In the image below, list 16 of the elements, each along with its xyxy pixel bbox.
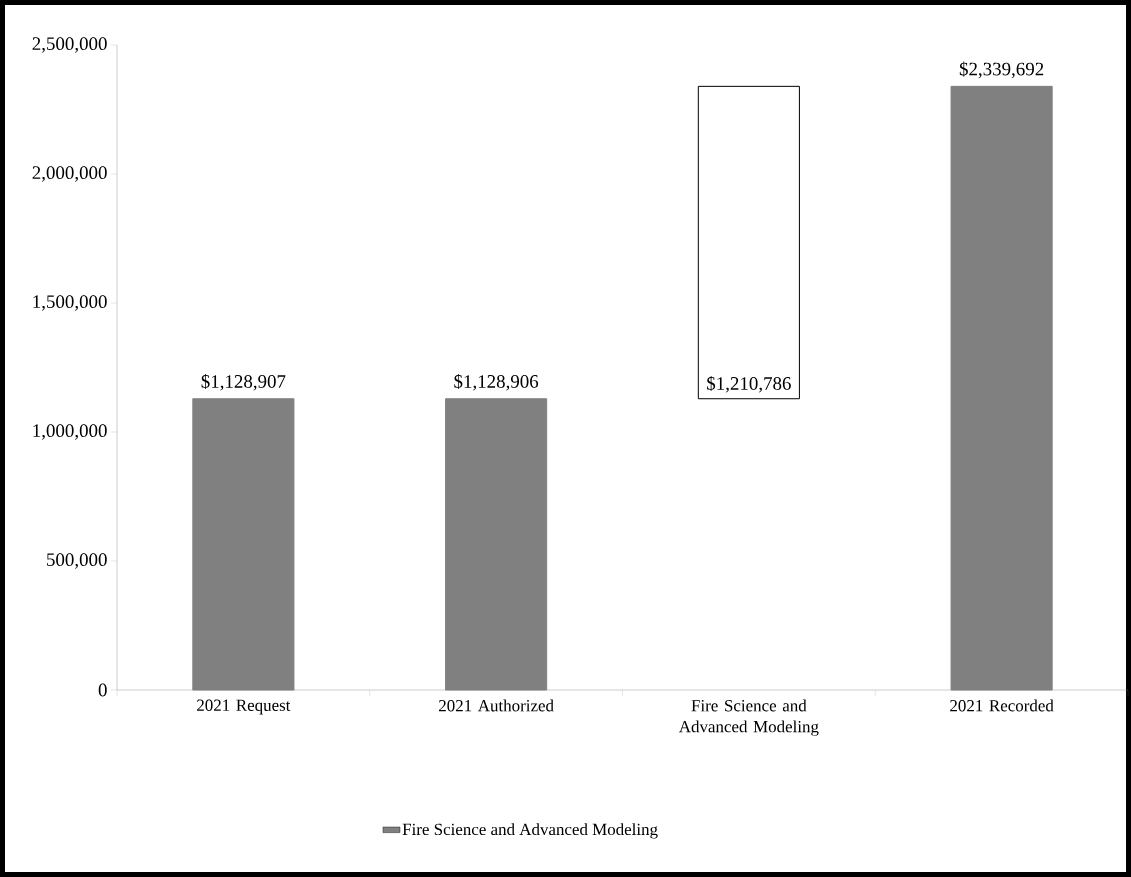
data-label: $1,210,786 bbox=[707, 375, 791, 393]
legend-label: Fire Science and Advanced Modeling bbox=[402, 823, 658, 839]
data-label: $1,128,906 bbox=[454, 373, 539, 391]
y-tick-label: 500,000 bbox=[47, 553, 107, 569]
y-tick-label: 2,000,000 bbox=[32, 166, 107, 182]
data-label: $2,339,692 bbox=[959, 61, 1044, 79]
y-tick-label: 2,500,000 bbox=[32, 37, 107, 53]
x-tick-label: 2021 Authorized bbox=[439, 699, 554, 712]
data-label: $1,128,907 bbox=[201, 373, 286, 391]
bar bbox=[697, 85, 800, 400]
y-tick-label: 0 bbox=[98, 683, 107, 697]
x-tick-label: Fire Science and Advanced Modeling bbox=[678, 699, 819, 736]
y-tick-label: 1,500,000 bbox=[33, 295, 107, 311]
x-tick-label: 2021 Request bbox=[197, 699, 291, 715]
x-tick-label: 2021 Recorded bbox=[950, 699, 1054, 712]
y-tick-label: 1,000,000 bbox=[33, 424, 107, 440]
